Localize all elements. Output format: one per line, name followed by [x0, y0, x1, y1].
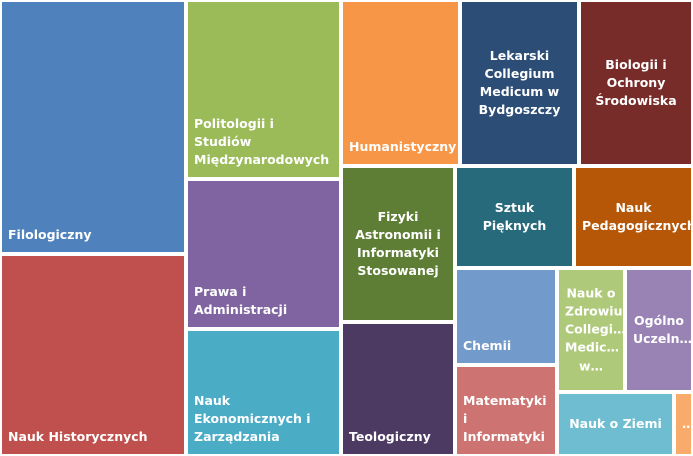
treemap-tile: Nauk Pedagogicznych	[574, 166, 693, 268]
treemap-tile-label: Nauk Historycznych	[8, 428, 148, 444]
treemap-tile-label: Fizyki Astronomii i Informatyki Stosowan…	[355, 208, 441, 279]
treemap-tile: Humanistyczny	[341, 0, 460, 166]
treemap-tile-label: Nauk o Ziemi	[569, 415, 662, 431]
treemap-tile: Filologiczny	[0, 0, 186, 254]
treemap-tile: Teologiczny	[341, 322, 455, 456]
treemap-tile: Nauk o Zdrowiu Collegi… Medic… w…	[557, 268, 625, 392]
treemap-tile: Politologii i Studiów Międzynarodowych	[186, 0, 341, 179]
treemap-tile: …	[674, 392, 693, 456]
treemap-tile-label: Sztuk Pięknych	[482, 199, 547, 233]
treemap-tile-label: Nauk Ekonomicznych i Zarządzania	[194, 392, 311, 444]
treemap-tile: Chemii	[455, 268, 557, 365]
treemap-tile: Prawa i Administracji	[186, 179, 341, 329]
treemap-tile-label: Chemii	[463, 337, 512, 353]
treemap-tile-label: …	[676, 415, 691, 433]
treemap-tile-label: Lekarski Collegium Medicum w Bydgoszczy	[478, 47, 561, 118]
treemap-tile-label: Filologiczny	[8, 226, 92, 242]
treemap-tile: Ogólno Uczeln…	[625, 268, 693, 392]
treemap-tile: Fizyki Astronomii i Informatyki Stosowan…	[341, 166, 455, 322]
treemap-tile: Sztuk Pięknych	[455, 166, 574, 268]
treemap-tile: Nauk o Ziemi	[557, 392, 674, 456]
treemap-tile: Nauk Ekonomicznych i Zarządzania	[186, 329, 341, 456]
treemap-tile-label: Politologii i Studiów Międzynarodowych	[194, 115, 330, 167]
treemap-tile-label: Biologii i Ochrony Środowiska	[595, 56, 677, 109]
treemap-tile-label: Humanistyczny	[349, 138, 457, 154]
treemap-tile: Lekarski Collegium Medicum w Bydgoszczy	[460, 0, 579, 166]
treemap-tile: Matematyki i Informatyki	[455, 365, 557, 456]
treemap-tile-label: Matematyki i Informatyki	[463, 392, 547, 444]
treemap-tile-label: Prawa i Administracji	[194, 283, 288, 317]
treemap-tile-label: Ogólno Uczeln…	[633, 312, 692, 346]
treemap-tile-label: Nauk o Zdrowiu Collegi… Medic… w…	[565, 285, 625, 374]
treemap-tile-label: Nauk Pedagogicznych	[582, 199, 693, 233]
treemap-tile: Biologii i Ochrony Środowiska	[579, 0, 693, 166]
treemap-tile: Nauk Historycznych	[0, 254, 186, 456]
treemap-tile-label: Teologiczny	[349, 428, 431, 444]
